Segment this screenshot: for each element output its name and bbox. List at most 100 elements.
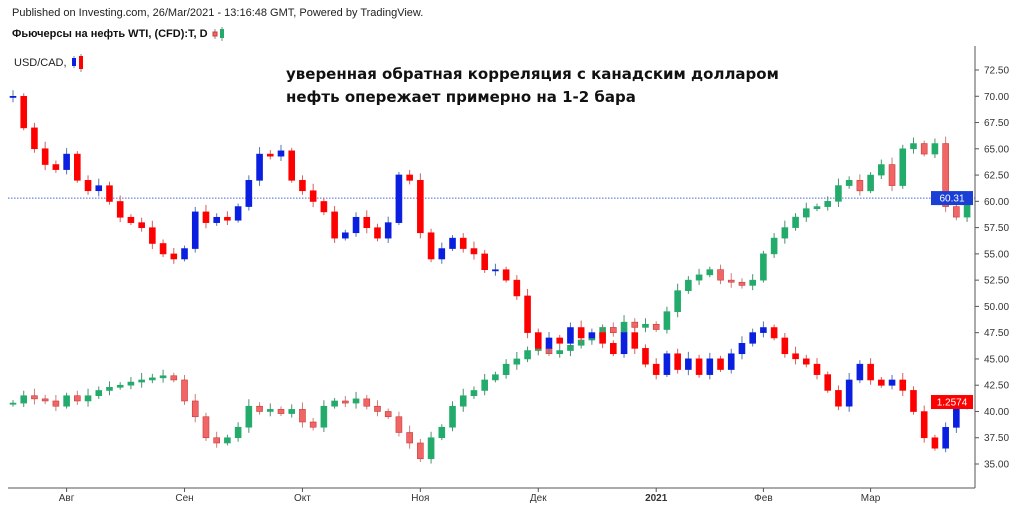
candle-body [52, 164, 60, 170]
candle-body [781, 227, 789, 239]
candle-body [513, 358, 521, 365]
candle-body [299, 180, 306, 192]
y-tick-label: 42.50 [984, 381, 1009, 392]
candle-body [556, 350, 564, 354]
candle-body [459, 237, 467, 249]
candle-body [288, 409, 296, 414]
candle-body [52, 400, 60, 407]
candle-body [610, 343, 617, 355]
last-price-badge [931, 191, 973, 206]
candle-body [652, 363, 660, 375]
candle-body [159, 243, 167, 255]
candle-body [149, 227, 156, 244]
candle-body [149, 377, 156, 381]
candle-body [802, 208, 810, 218]
published-caption: Published on Investing.com, 26/Mar/2021 … [12, 7, 424, 19]
candle-body [277, 409, 285, 414]
candle-body [942, 143, 949, 207]
y-tick-label: 70.00 [984, 92, 1009, 103]
candle-body [384, 411, 392, 418]
candle-body [63, 153, 70, 170]
candle-body [438, 248, 446, 260]
candle-body [256, 405, 263, 412]
candle-body [845, 379, 853, 407]
candle-body [878, 379, 885, 386]
candle-body [953, 405, 960, 428]
candle-body [502, 269, 510, 281]
candle-body [953, 206, 960, 218]
candle-body [749, 332, 756, 344]
candle-body [470, 390, 478, 397]
candle-body [363, 216, 371, 229]
candle-body [309, 421, 317, 428]
candle-body [835, 185, 842, 202]
candle-body [31, 127, 38, 150]
candle-body [74, 395, 81, 402]
candle-body [63, 395, 70, 407]
candle-body [395, 174, 403, 223]
candle-style-icon [212, 27, 224, 41]
candle-body [41, 148, 49, 165]
candle-body [577, 327, 585, 339]
candle-body [513, 279, 521, 297]
candle-body [256, 153, 263, 181]
candle-body [191, 211, 199, 249]
candle-body [620, 332, 628, 355]
main-symbol-title[interactable]: Фьючерсы на нефть WTI, (CFD):T, D [12, 26, 227, 42]
x-tick-label: Мар [861, 493, 881, 504]
y-tick-label: 45.00 [984, 354, 1009, 365]
overlay-symbol-title[interactable]: USD/CAD, [14, 54, 86, 72]
candle-body [352, 398, 360, 404]
candle-body [567, 327, 574, 344]
candle-body [170, 253, 178, 260]
candle-body [685, 279, 692, 291]
y-tick-label: 50.00 [984, 302, 1009, 313]
candle-body [384, 222, 392, 239]
candle-body [802, 358, 810, 365]
candle-body [320, 201, 328, 213]
candle-body [492, 269, 499, 272]
candle-body [234, 206, 242, 221]
candle-body [674, 353, 681, 370]
candle-body [170, 375, 178, 381]
candle-body [20, 395, 28, 404]
last-price-label: 60.31 [939, 194, 964, 205]
candle-body [760, 327, 767, 333]
candle-body [599, 332, 606, 344]
candle-body [706, 269, 714, 276]
candle-body [727, 279, 735, 283]
candle-body [835, 390, 842, 407]
candle-body [760, 253, 767, 281]
candle-body [427, 232, 435, 260]
candle-body [792, 216, 799, 228]
candle-body [845, 180, 853, 186]
candle-body [449, 405, 456, 428]
candle-body [84, 395, 92, 402]
candle-body [459, 395, 467, 407]
candle-body [363, 398, 371, 407]
candle-body [642, 323, 649, 328]
y-tick-label: 35.00 [984, 460, 1009, 471]
candle-body [331, 211, 338, 239]
candle-body [224, 437, 231, 444]
x-tick-label: Окт [294, 493, 311, 504]
candle-body [74, 153, 81, 181]
candle-body [770, 327, 778, 339]
candle-body [588, 332, 596, 339]
candle-body [534, 332, 542, 349]
candle-body [288, 150, 296, 181]
candle-body [406, 432, 413, 444]
candle-body [931, 143, 939, 155]
candle-body [824, 374, 832, 391]
candle-body [127, 216, 135, 223]
candle-body [899, 379, 907, 391]
y-tick-label: 60.00 [984, 197, 1009, 208]
candle-style-icon [71, 54, 83, 72]
candle-body [545, 337, 553, 349]
candle-body [438, 426, 446, 439]
candle-body [224, 216, 231, 221]
y-tick-label: 72.50 [984, 66, 1009, 77]
candle-body [738, 281, 746, 286]
candle-body [792, 353, 799, 360]
